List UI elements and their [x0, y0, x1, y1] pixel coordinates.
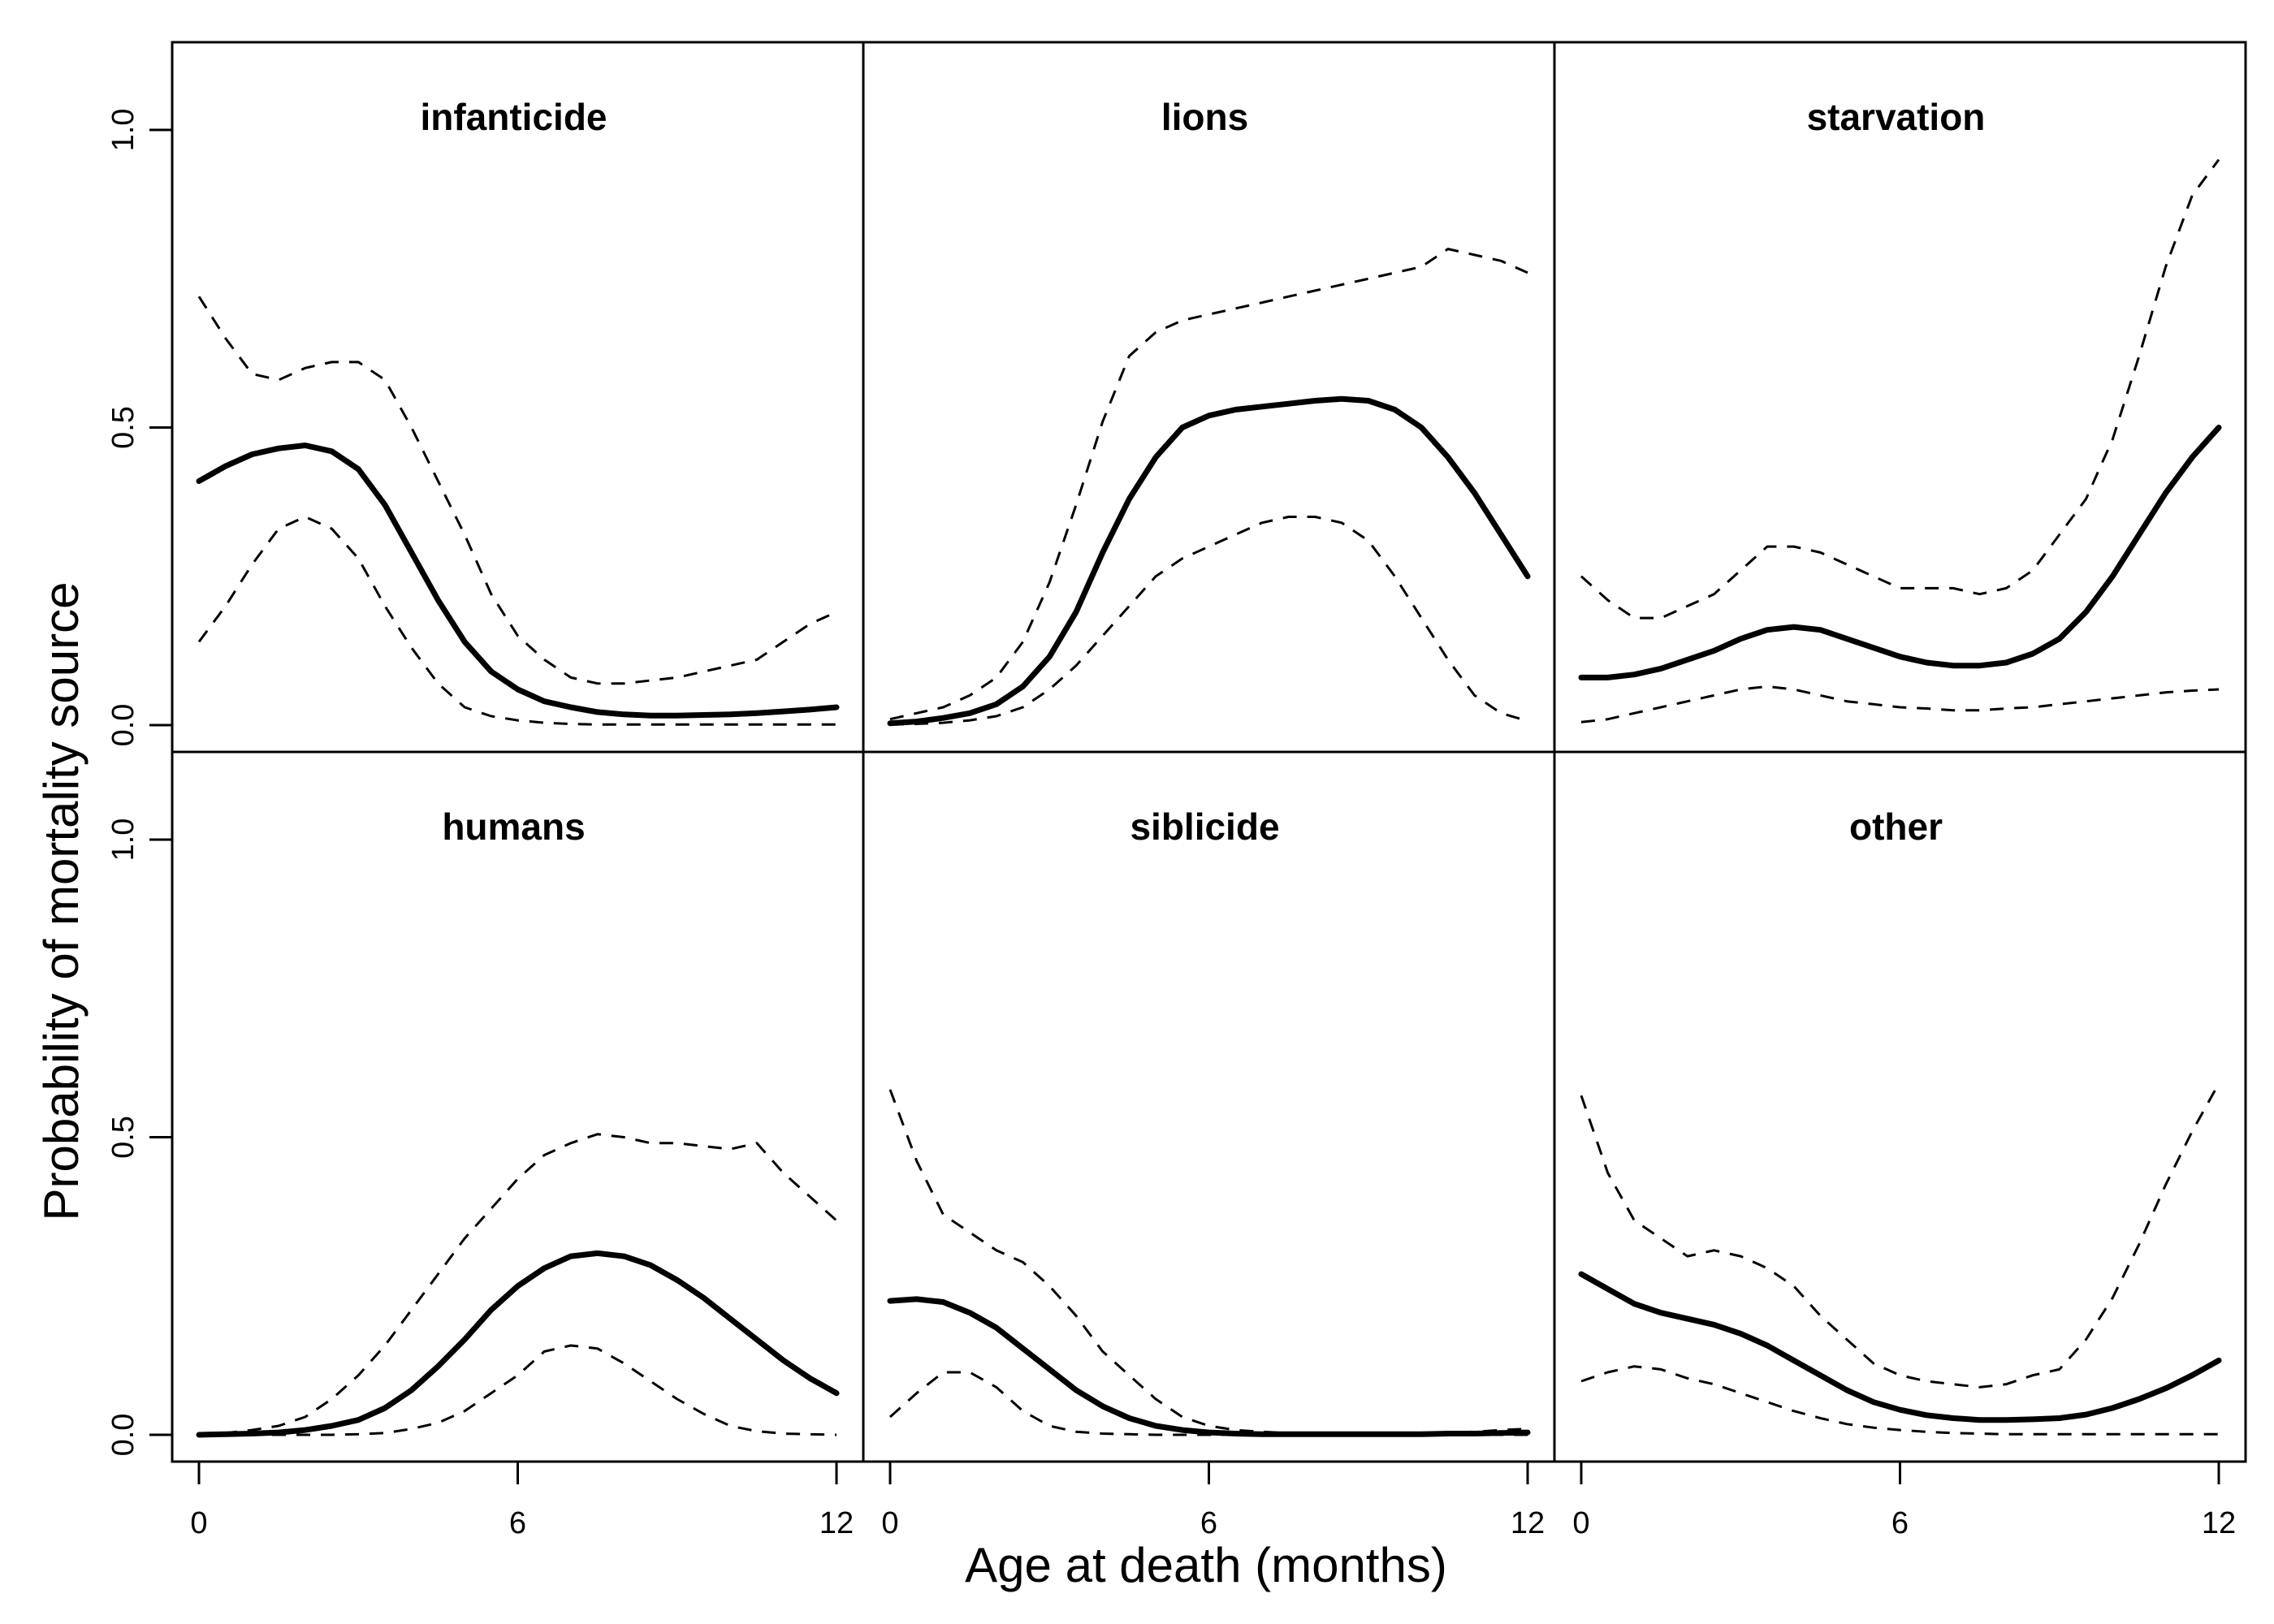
- y-tick-label: 1.0: [106, 109, 141, 152]
- lower-ci-line: [1580, 685, 2220, 723]
- upper-ci-line: [1580, 1082, 2220, 1389]
- x-tick-label: 0: [881, 1506, 898, 1540]
- panel-title: siblicide: [1130, 806, 1279, 848]
- estimate-line: [1578, 425, 2222, 680]
- panel-infanticide: infanticide: [171, 41, 865, 754]
- lower-ci-line: [1580, 1365, 2219, 1436]
- estimate-line: [887, 1296, 1531, 1437]
- panel-frame: [171, 750, 865, 1463]
- estimate-line: [196, 1250, 840, 1438]
- estimate-line: [196, 443, 840, 719]
- x-tick-label: 12: [1511, 1506, 1545, 1540]
- panel-starvation: starvation: [1553, 41, 2247, 754]
- upper-ci-line: [888, 1089, 1528, 1435]
- panel-frame: [862, 750, 1556, 1463]
- axes-layer: 0.0 0.5 1.0 0.0 0.5 1.0 0 6 12 0 6 12 0 6 12: [106, 109, 2236, 1540]
- lower-ci-line: [197, 516, 837, 726]
- panel-siblicide: siblicide: [862, 750, 1556, 1463]
- y-axis-title: Probability of mortality source: [34, 582, 89, 1221]
- y-tick-label: 0.5: [106, 406, 141, 449]
- upper-ci-line: [1580, 158, 2220, 620]
- y-tick-label: 0.0: [106, 704, 141, 747]
- x-tick-label: 12: [819, 1506, 854, 1540]
- x-tick-label: 6: [509, 1506, 526, 1540]
- panel-frame: [862, 41, 1556, 754]
- lower-ci-line: [199, 1344, 837, 1436]
- panel-title: starvation: [1807, 96, 1986, 138]
- panel-humans: humans: [171, 750, 865, 1463]
- estimate-line: [1578, 1271, 2222, 1423]
- x-tick-label: 0: [190, 1506, 207, 1540]
- panel-title: humans: [442, 806, 585, 848]
- panel-title: lions: [1161, 96, 1248, 138]
- upper-ci-line: [889, 248, 1528, 721]
- x-tick-label: 6: [1891, 1506, 1909, 1540]
- y-tick-label: 1.0: [106, 818, 141, 862]
- panel-frame: [1553, 41, 2247, 754]
- y-tick-label: 0.0: [106, 1414, 141, 1457]
- x-tick-label: 0: [1572, 1506, 1589, 1540]
- panel-frame: [1553, 750, 2247, 1463]
- estimate-line: [887, 395, 1531, 727]
- panel-frame: [171, 41, 865, 754]
- panel-title: other: [1849, 806, 1943, 848]
- lower-ci-line: [889, 516, 1528, 726]
- panel-lions: lions: [862, 41, 1556, 754]
- x-tick-label: 6: [1200, 1506, 1217, 1540]
- panel-title: infanticide: [420, 96, 607, 138]
- lower-ci-line: [888, 1371, 1528, 1436]
- upper-ci-line: [197, 296, 837, 685]
- upper-ci-line: [198, 1133, 838, 1436]
- y-tick-label: 0.5: [106, 1116, 141, 1159]
- x-tick-label: 12: [2202, 1506, 2236, 1540]
- x-axis-title: Age at death (months): [965, 1538, 1447, 1592]
- panel-other: other: [1553, 750, 2247, 1463]
- panels-layer: infanticide lions starvation humans siblicid…: [171, 41, 2247, 1463]
